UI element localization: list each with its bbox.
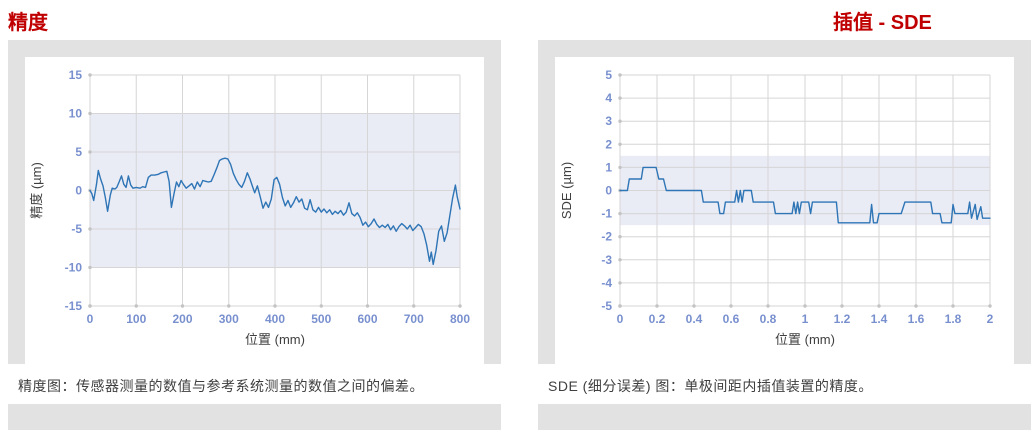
x-tick-label: 0 (87, 312, 94, 326)
x-tick-dot (877, 304, 881, 308)
y-tick-label: -5 (71, 222, 82, 236)
y-tick-dot (618, 211, 622, 216)
y-tick-dot (618, 142, 622, 146)
x-tick-dot (458, 304, 462, 308)
x-tick-dot (729, 304, 733, 308)
x-tick-label: 500 (311, 312, 331, 326)
y-tick-label: 4 (605, 91, 612, 105)
accuracy-caption: 精度图：传感器测量的数值与参考系统测量的数值之间的偏差。 (18, 378, 424, 394)
x-tick-dot (227, 304, 231, 308)
x-tick-dot (88, 304, 92, 308)
y-tick-label: -3 (601, 253, 612, 267)
y-tick-label: 10 (69, 107, 83, 121)
accuracy-chart: 15 10 5 0 -5 -10 -15 0 100 200 300 400 500 600 700 800 位… (25, 57, 484, 364)
y-tick-label: -15 (65, 299, 83, 313)
y-tick-label: 5 (605, 68, 612, 82)
y-tick-dot (618, 165, 622, 170)
accuracy-caption-bar: 精度图：传感器测量的数值与参考系统测量的数值之间的偏差。 (8, 364, 501, 404)
y-tick-label: 5 (75, 145, 82, 159)
x-tick-dot (319, 304, 323, 308)
x-tick-label: 1.6 (908, 312, 925, 326)
x-tick-dot (692, 304, 696, 308)
sde-caption: SDE (细分误差) 图：单极间距内插值装置的精度。 (548, 378, 873, 394)
accuracy-panel: 15 10 5 0 -5 -10 -15 0 100 200 300 400 500 600 700 800 位… (8, 40, 501, 430)
y-tick-dot (618, 73, 622, 77)
x-tick-label: 0 (617, 312, 624, 326)
data-line (89, 157, 461, 266)
x-tick-label: 0.8 (760, 312, 777, 326)
sde-panel: 5 4 3 2 1 0 -1 -2 -3 -4 -5 0 0.2 0.4 0.6 0.8 1 1.2 1.4 1.6 1… (538, 40, 1031, 430)
x-tick-dot (766, 304, 770, 308)
y-tick-label: 1 (605, 160, 612, 174)
y-tick-dot (618, 258, 622, 262)
y-tick-label: -10 (65, 261, 83, 275)
x-tick-dot (655, 304, 659, 308)
x-tick-label: 1.8 (945, 312, 962, 326)
sde-chart-svg: 5 4 3 2 1 0 -1 -2 -3 -4 -5 0 0.2 0.4 0.6 0.8 1 1.2 1.4 1.6 1… (559, 68, 994, 347)
x-tick-dot (180, 304, 185, 308)
x-tick-dot (618, 304, 622, 308)
y-axis-title: 精度 (µm) (29, 162, 44, 219)
x-axis-title: 位置 (mm) (775, 332, 835, 347)
x-tick-label: 0.2 (649, 312, 666, 326)
data-line (619, 166, 991, 224)
y-tick-label: -4 (601, 276, 612, 290)
x-axis-title: 位置 (mm) (245, 332, 305, 347)
y-tick-label: 0 (75, 184, 82, 198)
sde-chart: 5 4 3 2 1 0 -1 -2 -3 -4 -5 0 0.2 0.4 0.6 0.8 1 1.2 1.4 1.6 1… (555, 57, 1014, 364)
y-tick-dot (618, 235, 622, 239)
x-tick-label: 1 (802, 312, 809, 326)
x-tick-label: 100 (126, 312, 146, 326)
x-tick-label: 0.4 (686, 312, 703, 326)
y-tick-label: 3 (605, 114, 612, 128)
x-tick-label: 300 (219, 312, 239, 326)
x-tick-label: 600 (357, 312, 377, 326)
accuracy-title: 精度 (8, 12, 48, 34)
x-tick-dot (365, 304, 370, 308)
y-tick-dot (88, 150, 92, 154)
y-tick-dot (618, 281, 622, 285)
x-tick-label: 0.6 (723, 312, 740, 326)
y-tick-label: -1 (601, 207, 612, 221)
x-tick-label: 1.4 (871, 312, 888, 326)
x-tick-dot (412, 304, 416, 308)
x-tick-dot (988, 304, 992, 308)
y-axis-title: SDE (µm) (559, 162, 574, 219)
y-tick-label: 15 (69, 68, 83, 82)
y-tick-dot (88, 73, 92, 77)
y-tick-dot (88, 227, 92, 231)
y-tick-label: 0 (605, 184, 612, 198)
accuracy-chart-svg: 15 10 5 0 -5 -10 -15 0 100 200 300 400 500 600 700 800 位… (29, 68, 470, 347)
x-tick-label: 400 (265, 312, 285, 326)
y-tick-label: 2 (605, 137, 612, 151)
x-tick-label: 1.2 (834, 312, 851, 326)
y-tick-dot (88, 111, 92, 116)
x-tick-dot (273, 304, 277, 308)
y-tick-dot (88, 265, 92, 270)
x-tick-dot (840, 304, 844, 308)
x-tick-dot (951, 304, 955, 308)
sde-title: 插值 - SDE (833, 12, 932, 34)
y-tick-label: -2 (601, 230, 612, 244)
x-tick-label: 800 (450, 312, 470, 326)
x-tick-label: 2 (987, 312, 994, 326)
y-tick-label: -5 (601, 299, 612, 313)
x-tick-dot (803, 304, 807, 308)
y-tick-dot (618, 96, 622, 100)
y-tick-dot (618, 119, 622, 123)
sde-caption-bar: SDE (细分误差) 图：单极间距内插值装置的精度。 (538, 364, 1031, 404)
x-tick-dot (914, 304, 918, 308)
x-tick-label: 200 (172, 312, 192, 326)
x-tick-label: 700 (404, 312, 424, 326)
x-tick-dot (134, 304, 138, 308)
